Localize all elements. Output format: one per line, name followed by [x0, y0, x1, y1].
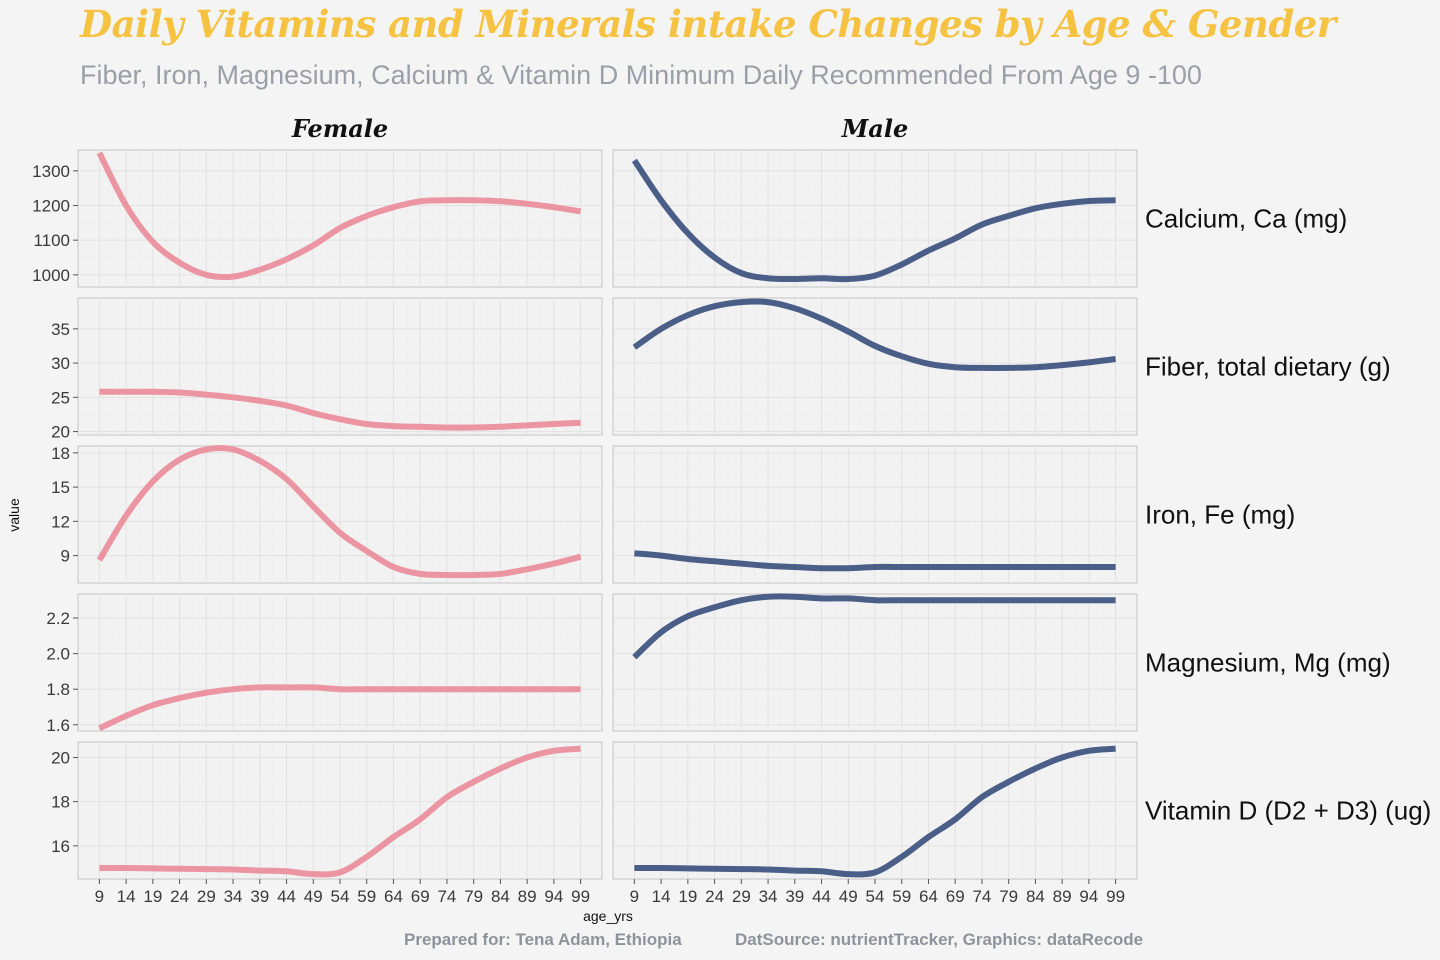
x-tick-label: 24: [705, 887, 724, 906]
x-tick-label: 19: [143, 887, 162, 906]
series-line-female-4: [99, 745, 581, 878]
x-tick-label: 39: [250, 887, 269, 906]
y-tick-label: 9: [61, 547, 70, 566]
x-tick-label: 14: [117, 887, 136, 906]
x-tick-label: 39: [785, 887, 804, 906]
x-tick-label: 74: [437, 887, 456, 906]
series-line-male-1: [632, 298, 1116, 371]
y-tick-label: 1000: [32, 266, 70, 285]
y-tick-label: 18: [51, 793, 70, 812]
x-tick-label: 89: [1053, 887, 1072, 906]
x-tick-label: 94: [1079, 887, 1098, 906]
series-line-female-2: [96, 445, 582, 579]
y-tick-label: 1.8: [46, 680, 70, 699]
y-tick-label: 16: [51, 837, 70, 856]
x-tick-label: 54: [866, 887, 885, 906]
y-tick-label: 1200: [32, 196, 70, 215]
x-tick-label: 64: [384, 887, 403, 906]
series-line-male-2: [634, 550, 1116, 572]
x-axis-title: age_yrs: [583, 908, 633, 924]
y-tick-label: 2.2: [46, 609, 70, 628]
x-tick-label: 14: [652, 887, 671, 906]
x-tick-label: 74: [972, 887, 991, 906]
x-tick-label: 94: [544, 887, 563, 906]
x-tick-label: 34: [224, 887, 243, 906]
x-tick-label: 99: [1106, 887, 1125, 906]
y-tick-label: 12: [51, 512, 70, 531]
row-label: Calcium, Ca (mg): [1145, 204, 1347, 234]
x-tick-label: 59: [357, 887, 376, 906]
x-tick-label: 89: [518, 887, 537, 906]
x-tick-label: 24: [170, 887, 189, 906]
x-tick-label: 29: [197, 887, 216, 906]
x-tick-label: 34: [759, 887, 778, 906]
series-line-male-0: [631, 158, 1116, 283]
series-line-male-4: [634, 745, 1116, 878]
y-tick-label: 1300: [32, 162, 70, 181]
series-line-female-1: [99, 388, 581, 431]
x-tick-label: 9: [630, 887, 639, 906]
x-tick-label: 79: [999, 887, 1018, 906]
chart-title: Daily Vitamins and Minerals intake Chang…: [80, 2, 1336, 46]
y-tick-label: 1100: [33, 231, 70, 250]
x-tick-label: 59: [892, 887, 911, 906]
y-tick-label: 1.6: [46, 716, 70, 735]
row-label: Iron, Fe (mg): [1145, 500, 1295, 530]
x-tick-label: 49: [304, 887, 323, 906]
x-tick-label: 79: [464, 887, 483, 906]
x-tick-label: 99: [571, 887, 590, 906]
x-tick-label: 69: [411, 887, 430, 906]
row-label: Magnesium, Mg (mg): [1145, 648, 1391, 678]
chart-subtitle: Fiber, Iron, Magnesium, Calcium & Vitami…: [80, 60, 1202, 90]
column-label-male: Male: [841, 114, 909, 143]
column-label-female: Female: [291, 114, 388, 143]
x-tick-label: 84: [1026, 887, 1045, 906]
y-tick-label: 30: [51, 354, 70, 373]
y-tick-label: 25: [51, 388, 70, 407]
caption-source: DatSource: nutrientTracker, Graphics: da…: [735, 930, 1144, 949]
row-label: Fiber, total dietary (g): [1145, 352, 1391, 382]
y-tick-label: 20: [51, 748, 70, 767]
series-line-female-0: [96, 151, 582, 281]
y-axis-title: value: [6, 498, 22, 532]
x-tick-label: 84: [491, 887, 510, 906]
x-tick-label: 54: [331, 887, 350, 906]
y-tick-label: 2.0: [46, 645, 70, 664]
y-tick-label: 15: [51, 478, 70, 497]
x-tick-label: 44: [812, 887, 831, 906]
x-tick-label: 19: [678, 887, 697, 906]
x-tick-label: 69: [946, 887, 965, 906]
x-tick-label: 29: [732, 887, 751, 906]
y-tick-label: 18: [51, 444, 70, 463]
row-label: Vitamin D (D2 + D3) (ug): [1145, 796, 1431, 826]
y-tick-label: 35: [51, 320, 70, 339]
y-tick-label: 20: [51, 423, 70, 442]
series-line-male-3: [632, 593, 1116, 660]
x-tick-label: 44: [277, 887, 296, 906]
caption-prepared-for: Prepared for: Tena Adam, Ethiopia: [404, 930, 682, 949]
x-tick-label: 9: [95, 887, 104, 906]
series-line-female-3: [98, 684, 581, 732]
x-tick-label: 49: [839, 887, 858, 906]
x-tick-label: 64: [919, 887, 938, 906]
